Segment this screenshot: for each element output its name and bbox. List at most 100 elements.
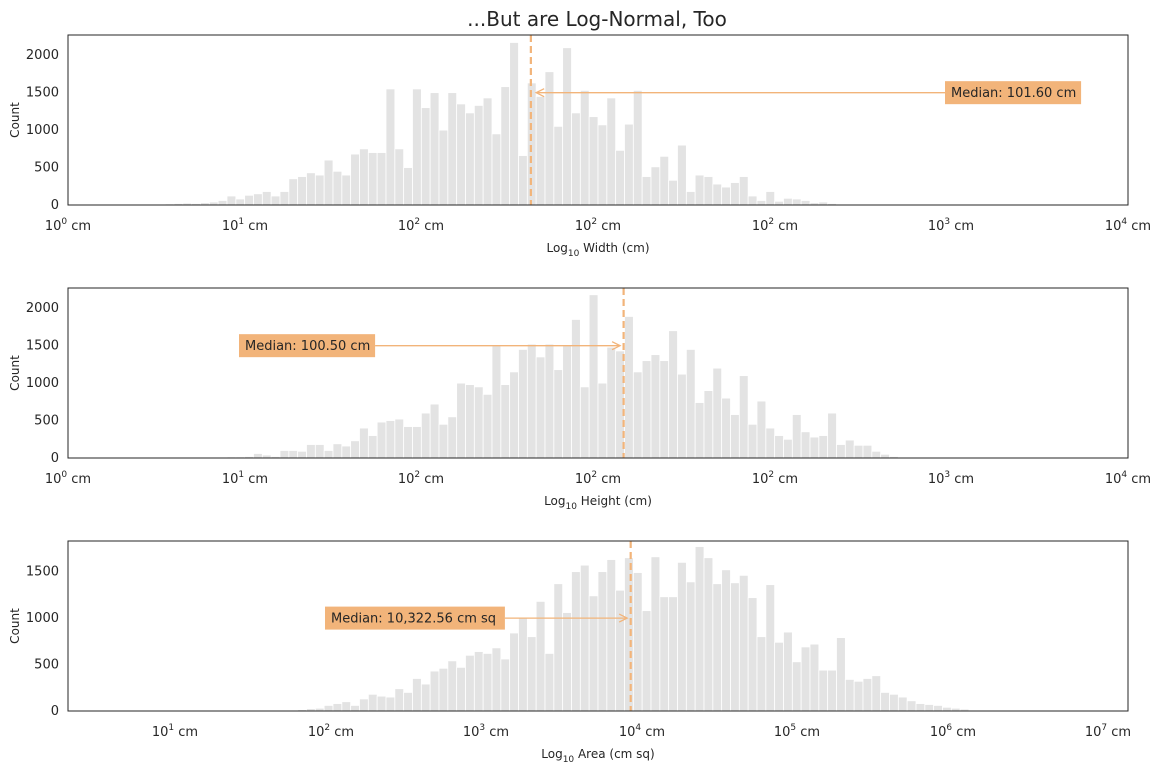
y-axis-label: Count (8, 102, 22, 138)
histogram-bar (492, 346, 501, 458)
histogram-bar (395, 149, 404, 205)
histogram-bar (324, 705, 333, 711)
histogram-bar (324, 451, 333, 458)
median-annotation-text: Median: 10,322.56 cm sq (331, 612, 496, 627)
histogram-bar (713, 368, 722, 458)
histogram-bar (572, 572, 581, 711)
histogram-bar (845, 679, 854, 711)
histogram-bar (395, 689, 404, 711)
y-tick-label: 0 (51, 704, 59, 719)
histogram-bar (881, 454, 890, 458)
histogram-bar (457, 383, 466, 458)
histogram-bar (492, 648, 501, 711)
histogram-bar (925, 705, 934, 712)
x-axis-label: Log10 Area (cm sq) (541, 747, 654, 765)
histogram-bar (854, 681, 863, 711)
x-tick-label: 103 cm (928, 217, 974, 234)
histogram-bar (404, 168, 413, 205)
histogram-bar (766, 585, 775, 711)
y-tick-label: 1500 (26, 565, 59, 580)
histogram-bar (695, 403, 704, 458)
histogram-bar (589, 117, 598, 205)
histogram-bar (413, 89, 422, 205)
histogram-bar (828, 413, 837, 458)
histogram-bar (686, 349, 695, 458)
histogram-bar (625, 558, 634, 711)
x-tick-label: 101 cm (222, 217, 268, 234)
histogram-bar (934, 705, 943, 711)
histogram-bar (545, 344, 554, 458)
histogram-bar (342, 175, 351, 205)
histogram-bar (262, 192, 271, 205)
histogram-bar (483, 653, 492, 711)
bars (95, 42, 890, 205)
x-tick-label: 102 cm (308, 723, 354, 740)
histogram-bar (580, 565, 589, 711)
histogram-bar (466, 655, 475, 711)
histogram-bar (598, 125, 607, 205)
histogram-bar (784, 198, 793, 205)
x-tick-label: 102 cm (752, 217, 798, 234)
histogram-bar (784, 632, 793, 711)
histogram-bar (642, 361, 651, 458)
histogram-bar (792, 662, 801, 711)
histogram-bar (916, 704, 925, 711)
histogram-bar (660, 156, 669, 205)
histogram-bar (342, 446, 351, 458)
y-tick-label: 500 (34, 658, 59, 673)
histogram-bar (669, 597, 678, 711)
histogram-bar (298, 177, 307, 205)
histogram-bar (368, 153, 377, 205)
histogram-bar (351, 705, 360, 711)
histogram-bar (474, 105, 483, 205)
histogram-bar (704, 558, 713, 711)
histogram-bar (386, 89, 395, 205)
histogram-bar (333, 444, 342, 458)
histogram-bar (633, 90, 642, 205)
x-tick-label: 102 cm (398, 470, 444, 487)
histogram-bar (519, 156, 528, 205)
histogram-bar (695, 175, 704, 205)
histogram-bar (757, 201, 766, 205)
histogram-bar (890, 694, 899, 711)
histogram-bar (642, 177, 651, 205)
y-tick-label: 2000 (26, 301, 59, 316)
histogram-bar (810, 437, 819, 458)
histogram-bar (360, 699, 369, 711)
histogram-bar (819, 436, 828, 458)
histogram-bar (775, 201, 784, 205)
histogram-bar (625, 316, 634, 458)
histogram-bar (368, 436, 377, 458)
histogram-bar (704, 391, 713, 458)
histogram-bar (563, 613, 572, 711)
histogram-bar (580, 90, 589, 205)
y-tick-label: 1000 (26, 123, 59, 138)
histogram-bar (845, 440, 854, 458)
histogram-bar (360, 149, 369, 205)
histogram-bar (457, 104, 466, 205)
histogram-bar (757, 637, 766, 711)
histogram-bar (413, 427, 422, 458)
histogram-bar (298, 451, 307, 458)
x-tick-label: 106 cm (930, 723, 976, 740)
histogram-bar (218, 201, 227, 205)
histogram-bar (766, 192, 775, 205)
histogram-bar (607, 98, 616, 205)
histogram-bar (421, 108, 430, 205)
histogram-bar (421, 413, 430, 458)
histogram-bar (589, 295, 598, 458)
histogram-bar (466, 385, 475, 458)
histogram-bar (572, 113, 581, 205)
x-tick-label: 104 cm (1105, 217, 1151, 234)
histogram-bar (739, 376, 748, 458)
histogram-bar (439, 424, 448, 458)
histogram-bar (775, 436, 784, 458)
histogram-bar (669, 331, 678, 458)
histogram-bar (784, 439, 793, 458)
histogram-bar (589, 596, 598, 711)
histogram-bar (616, 150, 625, 205)
histogram-bar (510, 633, 519, 711)
